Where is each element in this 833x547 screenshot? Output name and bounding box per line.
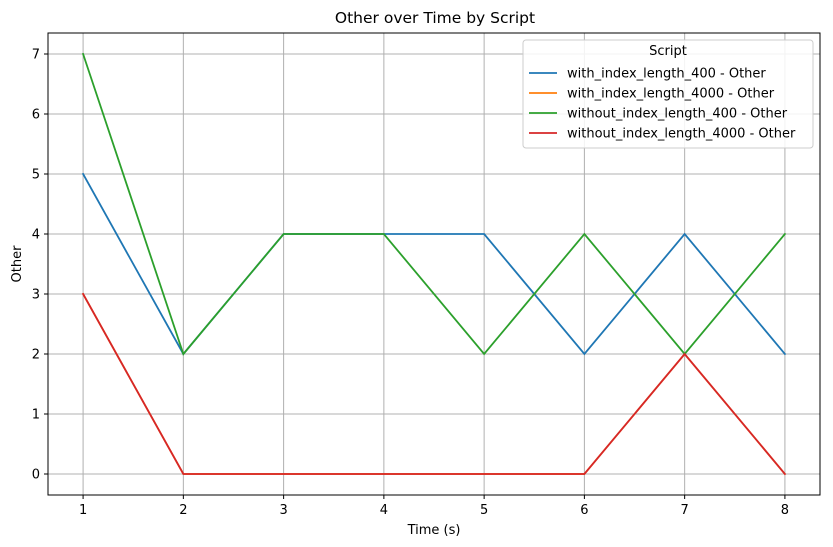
x-tick-label: 5 bbox=[480, 503, 488, 518]
plot-frame bbox=[47, 32, 821, 496]
legend-label: without_index_length_4000 - Other bbox=[567, 127, 796, 142]
x-tick-label: 8 bbox=[781, 503, 789, 518]
legend-label: with_index_length_4000 - Other bbox=[567, 87, 775, 102]
legend-entry: without_index_length_4000 - Other bbox=[529, 127, 796, 142]
series-lines bbox=[81, 52, 787, 476]
chart-title: Other over Time by Script bbox=[335, 9, 535, 27]
y-tick-label: 6 bbox=[32, 108, 40, 123]
legend-entry: without_index_length_400 - Other bbox=[529, 107, 788, 122]
legend-title: Script bbox=[649, 44, 687, 59]
legend-entries: with_index_length_400 - Other with_index_… bbox=[529, 67, 796, 142]
y-tick-label: 5 bbox=[32, 168, 40, 183]
series-line-2 bbox=[81, 292, 787, 476]
legend-entry: with_index_length_4000 - Other bbox=[529, 87, 775, 102]
legend-entry: with_index_length_400 - Other bbox=[529, 67, 766, 82]
y-axis-ticks: 0 1 2 3 4 5 6 7 bbox=[32, 48, 48, 483]
y-tick-label: 2 bbox=[32, 348, 40, 363]
x-tick-label: 3 bbox=[279, 503, 287, 518]
y-tick-label: 3 bbox=[32, 288, 40, 303]
legend: Script with_index_length_400 - Otherwith… bbox=[522, 39, 814, 149]
series-line-4 bbox=[81, 292, 787, 476]
legend-box bbox=[522, 39, 814, 149]
x-axis-label: Time (s) bbox=[407, 523, 461, 538]
x-tick-label: 1 bbox=[79, 503, 87, 518]
y-tick-label: 0 bbox=[32, 468, 40, 483]
y-tick-label: 7 bbox=[32, 48, 40, 63]
y-axis-label: Other bbox=[10, 245, 25, 283]
x-tick-label: 7 bbox=[681, 503, 689, 518]
y-tick-label: 4 bbox=[32, 228, 40, 243]
x-axis-ticks: 1 2 3 4 5 6 7 8 bbox=[79, 495, 789, 518]
legend-label: without_index_length_400 - Other bbox=[567, 107, 788, 122]
x-tick-label: 4 bbox=[380, 503, 388, 518]
x-tick-label: 6 bbox=[580, 503, 588, 518]
series-line-1 bbox=[81, 172, 787, 356]
legend-label: with_index_length_400 - Other bbox=[567, 67, 766, 82]
series-line-3 bbox=[81, 52, 787, 356]
x-tick-label: 2 bbox=[179, 503, 187, 518]
y-tick-label: 1 bbox=[32, 408, 40, 423]
